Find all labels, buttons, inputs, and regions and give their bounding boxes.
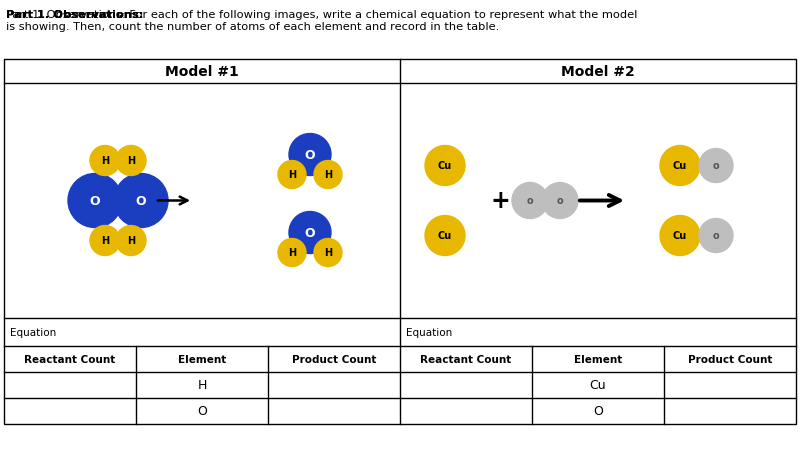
Text: H: H <box>101 236 109 246</box>
Circle shape <box>425 216 465 256</box>
Text: O: O <box>197 405 207 418</box>
Circle shape <box>116 146 146 176</box>
Circle shape <box>512 183 548 219</box>
Text: +: + <box>490 189 510 213</box>
Text: Model #2: Model #2 <box>561 65 635 79</box>
Text: O: O <box>305 149 315 162</box>
Text: O: O <box>136 194 146 207</box>
Text: o: o <box>713 231 719 241</box>
Text: Element: Element <box>574 354 622 364</box>
Circle shape <box>660 216 700 256</box>
Circle shape <box>542 183 578 219</box>
Text: H: H <box>198 379 206 392</box>
Text: Reactant Count: Reactant Count <box>420 354 512 364</box>
Text: Cu: Cu <box>673 161 687 171</box>
Circle shape <box>699 149 733 183</box>
Text: Product Count: Product Count <box>688 354 772 364</box>
Bar <box>4 60 796 424</box>
Text: Equation: Equation <box>10 327 56 337</box>
Text: H: H <box>101 156 109 166</box>
Circle shape <box>90 146 120 176</box>
Text: Equation: Equation <box>406 327 452 337</box>
Text: o: o <box>557 196 563 206</box>
Circle shape <box>314 161 342 189</box>
Text: Product Count: Product Count <box>292 354 376 364</box>
Circle shape <box>68 174 122 228</box>
Circle shape <box>660 146 700 186</box>
Circle shape <box>289 212 331 254</box>
Text: Reactant Count: Reactant Count <box>24 354 116 364</box>
Text: Cu: Cu <box>590 379 606 392</box>
Circle shape <box>699 219 733 253</box>
Text: H: H <box>324 248 332 258</box>
Circle shape <box>314 239 342 267</box>
Text: Element: Element <box>178 354 226 364</box>
Text: Cu: Cu <box>673 231 687 241</box>
Text: o: o <box>713 161 719 171</box>
Circle shape <box>425 146 465 186</box>
Text: o: o <box>526 196 534 206</box>
Text: O: O <box>593 405 603 418</box>
Text: H: H <box>127 156 135 166</box>
Circle shape <box>116 226 146 256</box>
Circle shape <box>90 226 120 256</box>
Circle shape <box>114 174 168 228</box>
Text: Cu: Cu <box>438 231 452 241</box>
Text: Part 1. Observations: For each of the following images, write a chemical equatio: Part 1. Observations: For each of the fo… <box>6 10 638 31</box>
Text: H: H <box>288 170 296 180</box>
Circle shape <box>278 161 306 189</box>
Text: Model #1: Model #1 <box>165 65 239 79</box>
Text: O: O <box>90 194 100 207</box>
Circle shape <box>289 134 331 176</box>
Circle shape <box>278 239 306 267</box>
Text: Part 1. Observations:: Part 1. Observations: <box>6 10 143 20</box>
Text: H: H <box>324 170 332 180</box>
Text: Cu: Cu <box>438 161 452 171</box>
Text: H: H <box>127 236 135 246</box>
Text: O: O <box>305 226 315 239</box>
Text: H: H <box>288 248 296 258</box>
Text: Part 1. Observations:: Part 1. Observations: <box>6 10 143 20</box>
